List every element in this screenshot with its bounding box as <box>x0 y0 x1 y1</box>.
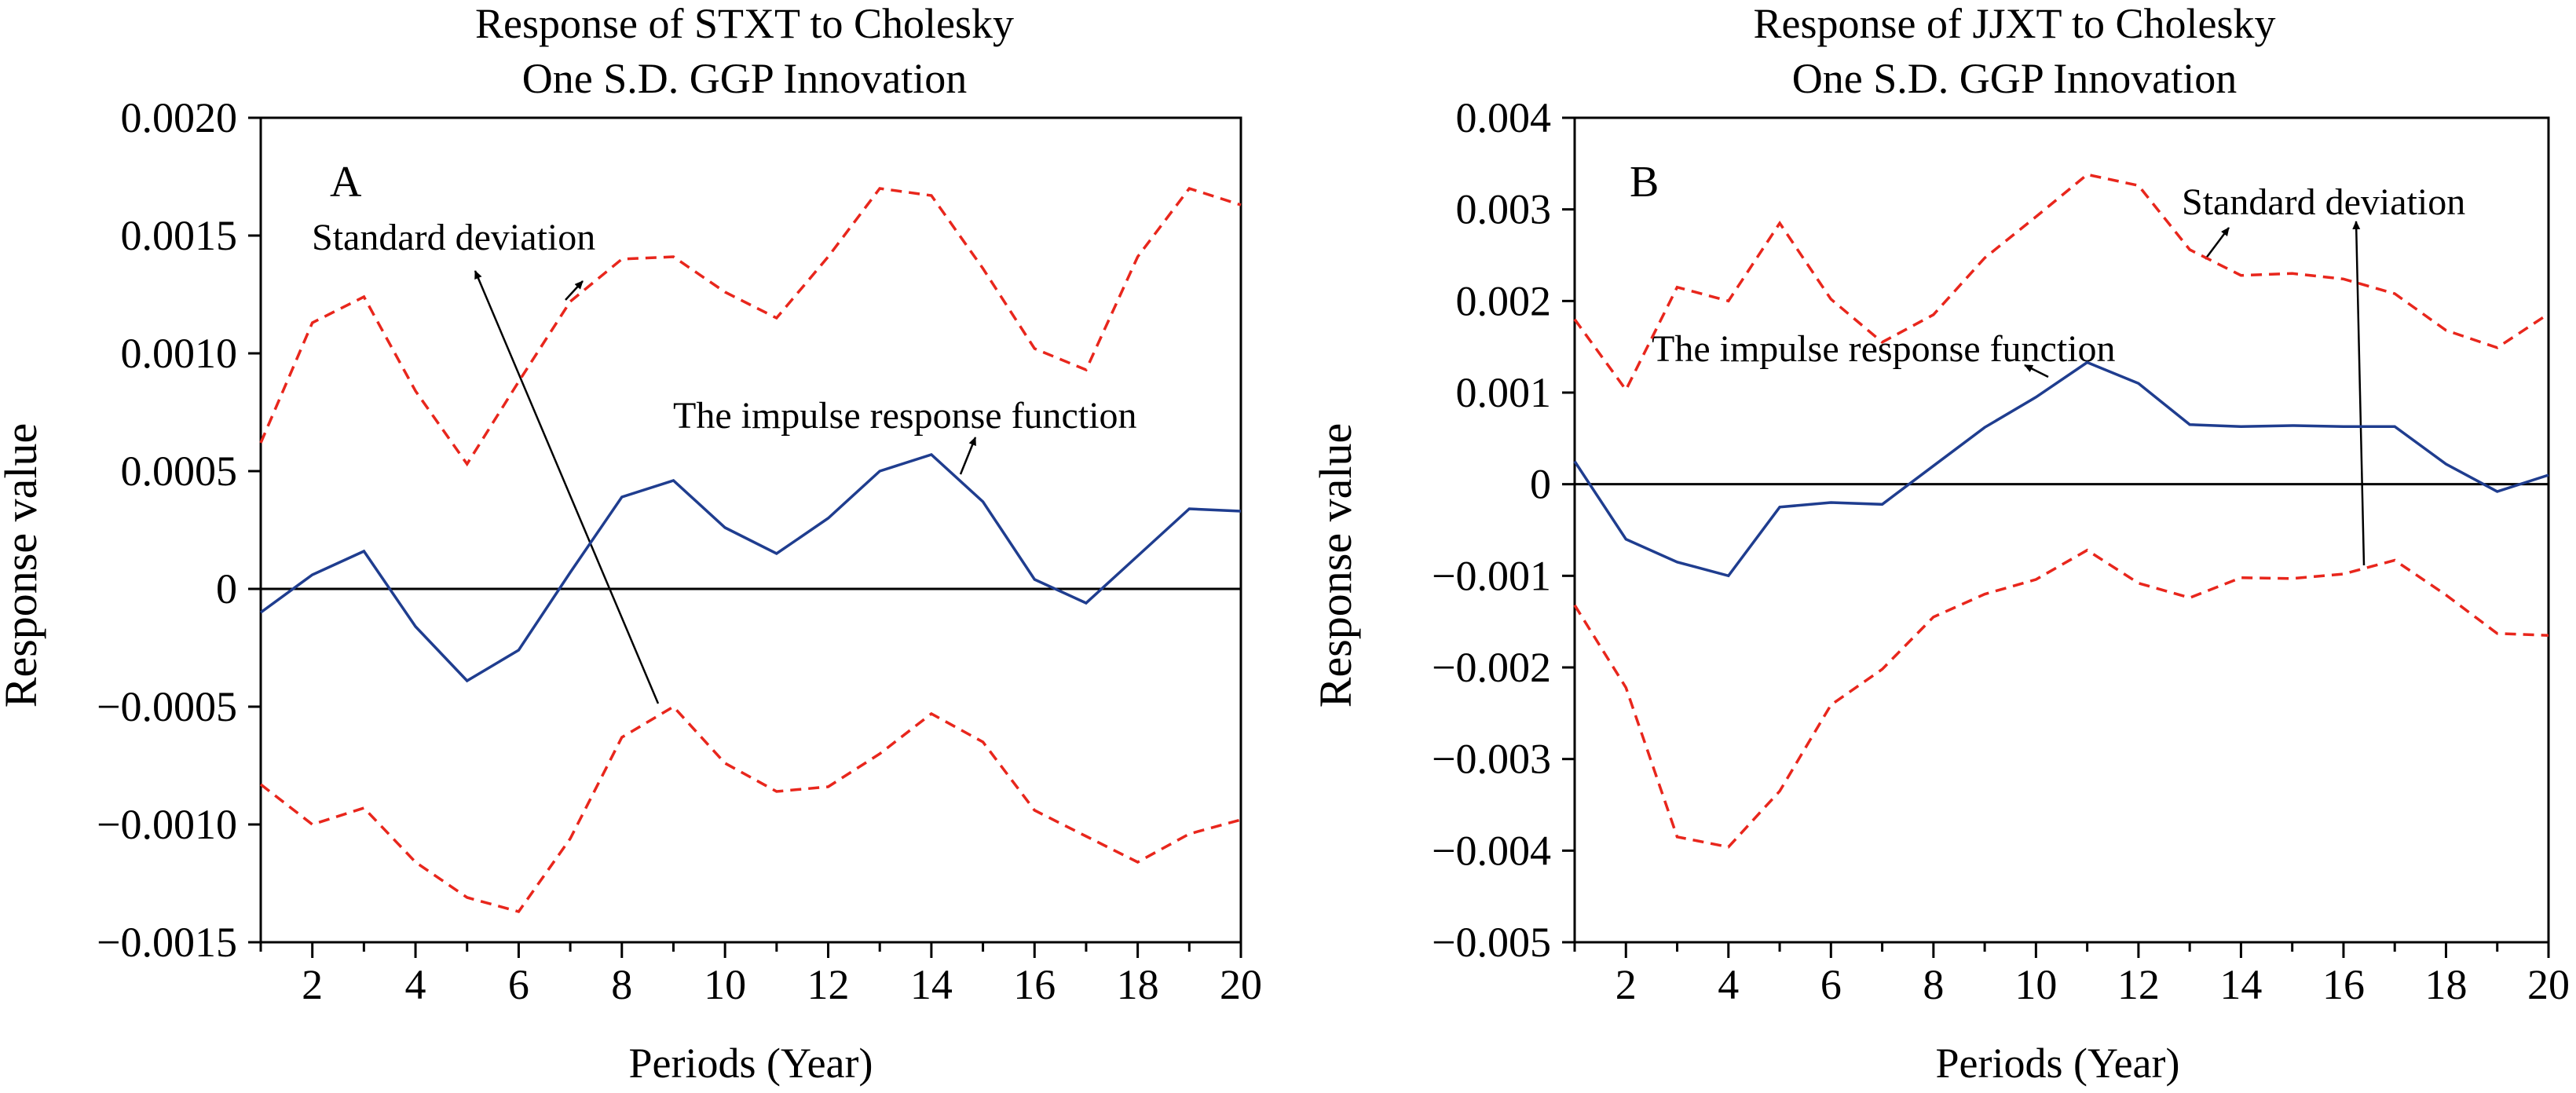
y-tick-label: 0.0020 <box>121 94 238 141</box>
x-tick-label: 4 <box>405 961 426 1008</box>
panel-label: A <box>330 158 362 207</box>
x-tick-label: 6 <box>1820 961 1842 1008</box>
annotation-arrow <box>565 280 584 301</box>
y-tick-label: 0 <box>216 565 237 612</box>
series-line-impulse-response <box>259 453 1242 683</box>
x-tick-label: 6 <box>508 961 529 1008</box>
x-axis-label: Periods (Year) <box>629 1040 873 1087</box>
y-tick-label: 0.002 <box>1456 277 1552 324</box>
y-tick-label: −0.003 <box>1432 736 1551 783</box>
annotation-arrow <box>474 270 660 704</box>
y-tick-label: −0.0010 <box>97 801 237 848</box>
annotation-arrow <box>2205 227 2230 260</box>
x-tick-label: 14 <box>2219 961 2262 1008</box>
x-tick-label: 8 <box>611 961 632 1008</box>
series-line-lower-band <box>1573 548 2549 849</box>
panel-a: Response of STXT to Cholesky One S.D. GG… <box>0 0 1262 1087</box>
panel-label: B <box>1630 158 1659 207</box>
panel-b: Response of JJXT to Cholesky One S.D. GG… <box>1310 0 2570 1087</box>
y-tick-label: 0.0015 <box>121 212 238 259</box>
series-line-impulse-response <box>1573 360 2549 578</box>
annotation-impulse-response: The impulse response function <box>673 395 1137 437</box>
x-tick-label: 10 <box>2014 961 2057 1008</box>
annotation-standard-deviation: Standard deviation <box>2182 181 2465 223</box>
y-tick-label: 0.0005 <box>121 448 238 495</box>
annotation-arrow <box>2352 221 2366 566</box>
x-tick-label: 2 <box>302 961 323 1008</box>
y-tick-label: 0.0010 <box>121 330 238 377</box>
y-tick-label: −0.0015 <box>97 919 237 966</box>
x-tick-label: 12 <box>2117 961 2160 1008</box>
y-tick-label: 0.004 <box>1456 94 1552 141</box>
y-axis-label: Response value <box>0 423 46 707</box>
x-tick-label: 20 <box>2527 961 2570 1008</box>
y-axis-label: Response value <box>1310 423 1361 707</box>
y-tick-label: −0.001 <box>1432 552 1551 599</box>
x-tick-label: 16 <box>2322 961 2365 1008</box>
annotation-impulse-response: The impulse response function <box>1652 328 2116 370</box>
series-line-upper-band <box>1573 173 2549 393</box>
x-tick-label: 12 <box>807 961 850 1008</box>
y-tick-label: 0.003 <box>1456 186 1552 233</box>
chart-title-line-1: Response of STXT to Cholesky <box>475 0 1014 47</box>
chart-title-line-2: One S.D. GGP Innovation <box>1792 55 2237 102</box>
x-tick-label: 4 <box>1718 961 1739 1008</box>
plot-frame <box>259 116 1242 944</box>
y-tick-label: −0.005 <box>1432 919 1551 966</box>
plot-frame <box>1573 116 2550 944</box>
series-line-lower-band <box>259 704 1242 914</box>
y-tick-label: −0.002 <box>1432 644 1551 691</box>
x-tick-label: 14 <box>910 961 953 1008</box>
annotation-arrow <box>2024 364 2049 378</box>
annotation-arrow <box>959 437 977 475</box>
chart-title-line-1: Response of JJXT to Cholesky <box>1753 0 2275 47</box>
y-tick-label: −0.004 <box>1432 827 1551 874</box>
x-tick-label: 18 <box>2424 961 2467 1008</box>
x-tick-label: 16 <box>1013 961 1056 1008</box>
chart-title-line-2: One S.D. GGP Innovation <box>522 55 967 102</box>
annotation-standard-deviation: Standard deviation <box>312 217 595 258</box>
x-axis-label: Periods (Year) <box>1936 1040 2180 1087</box>
series-line-upper-band <box>259 186 1242 467</box>
x-tick-label: 18 <box>1117 961 1159 1008</box>
y-tick-label: 0 <box>1530 461 1551 508</box>
x-tick-label: 8 <box>1923 961 1944 1008</box>
y-tick-label: 0.001 <box>1456 369 1552 416</box>
x-tick-label: 10 <box>704 961 746 1008</box>
x-tick-label: 2 <box>1615 961 1637 1008</box>
x-tick-label: 20 <box>1220 961 1262 1008</box>
y-tick-label: −0.0005 <box>97 683 237 730</box>
